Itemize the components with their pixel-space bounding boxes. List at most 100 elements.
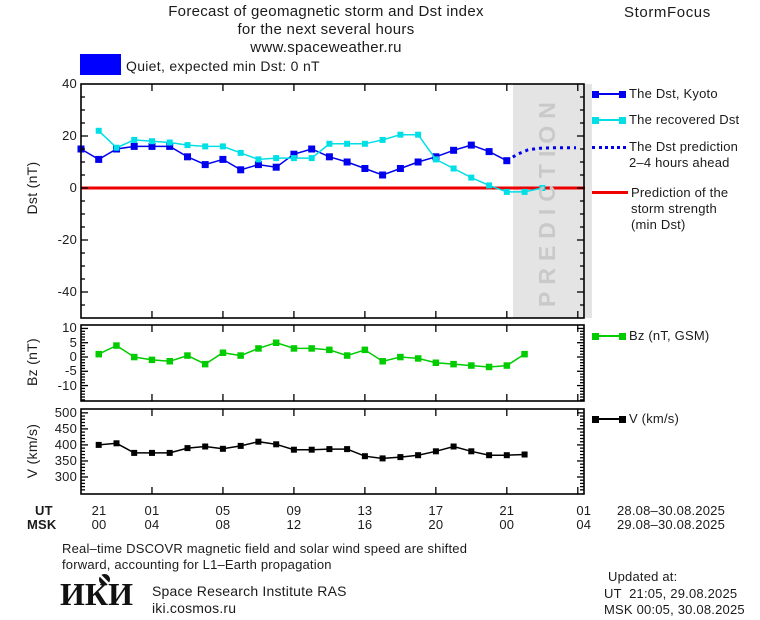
bz_gsm-marker — [485, 363, 493, 371]
dst_kyoto-marker — [361, 165, 369, 172]
v-frame — [80, 408, 585, 495]
bz_gsm-marker — [272, 339, 280, 346]
solar_wind_v-marker — [237, 442, 244, 449]
recovered_dst-marker — [539, 185, 546, 191]
recovered_dst-marker — [308, 155, 315, 162]
iki-leaf-icon — [99, 574, 111, 585]
recovered_dst-marker — [113, 144, 120, 151]
recovered_dst-marker — [450, 165, 457, 172]
dst_kyoto-marker — [166, 142, 174, 150]
xtick-ut-13: 13 — [357, 503, 373, 518]
recovered_dst-marker — [202, 143, 209, 150]
xtick-msk-04: 04 — [576, 517, 592, 532]
dst-axis-title: Dst (nT) — [24, 161, 40, 215]
recovered_dst-marker — [432, 156, 439, 163]
series-recovered_dst — [98, 130, 543, 193]
solar_wind_v-marker — [273, 441, 280, 448]
dst-ytick-20: 20 — [62, 128, 77, 143]
bz-ytick--5: -5 — [65, 363, 77, 379]
dst_kyoto-marker — [201, 161, 209, 169]
recovered_dst-marker — [468, 174, 475, 181]
dst_kyoto-marker — [254, 161, 262, 169]
legend-dst-kyoto: The Dst, Kyoto — [592, 86, 760, 102]
v-chart — [80, 408, 585, 495]
dst-kyoto-line-sample — [592, 86, 626, 102]
legend-bz: Bz (nT, GSM) — [592, 328, 760, 344]
recovered_dst-marker — [344, 140, 351, 147]
dst_kyoto-marker — [130, 142, 138, 150]
solar_wind_v-marker — [219, 445, 226, 452]
bz_gsm-marker — [166, 358, 173, 365]
title-line-1: Forecast of geomagnetic storm and Dst in… — [168, 3, 484, 20]
xtick-msk-04: 04 — [144, 517, 160, 532]
legend-recovered-dst-label: The recovered Dst — [629, 112, 740, 127]
bz-ytick--10: -10 — [57, 377, 77, 393]
bz_gsm-marker — [255, 345, 262, 352]
bz_gsm-marker — [219, 349, 227, 356]
recovered_dst-marker — [379, 136, 386, 143]
recovered_dst-marker — [184, 142, 191, 149]
bz_gsm-marker — [343, 352, 351, 359]
updated-msk: MSK 00:05, 30.08.2025 — [604, 602, 745, 617]
dst-ytick-40: 40 — [62, 76, 77, 91]
bz-ytick-10: 10 — [62, 320, 77, 336]
xtick-msk-12: 12 — [286, 517, 302, 532]
solar_wind_v-marker — [308, 446, 315, 453]
institute-site-url[interactable]: iki.cosmos.ru — [152, 600, 237, 616]
legend-storm-strength-label: Prediction of the storm strength (min Ds… — [631, 185, 729, 232]
msk-axis-label: MSK — [27, 517, 57, 532]
bz_gsm-marker — [397, 353, 404, 361]
iki-logo-letter: К — [84, 576, 109, 612]
v-axis-title: V (km/s) — [24, 423, 40, 479]
solar_wind_v-marker — [202, 443, 209, 450]
recovered_dst-marker — [273, 155, 280, 162]
bz_gsm-marker — [450, 360, 457, 368]
bz_gsm-marker — [308, 345, 315, 352]
v-line-sample — [592, 411, 626, 427]
v-ytick-500: 500 — [54, 404, 77, 420]
bz_gsm-marker — [290, 345, 298, 352]
xtick-msk-08: 08 — [215, 517, 231, 532]
dst_kyoto-marker — [308, 145, 316, 153]
recovered_dst-marker — [290, 155, 297, 162]
storm-strength-line-sample — [592, 191, 628, 194]
dst-prediction-dotted-sample — [592, 146, 626, 149]
dst_kyoto-marker — [219, 155, 227, 163]
recovered_dst-marker — [521, 188, 528, 195]
bz-chart — [80, 324, 585, 402]
dst-ytick-0: 0 — [69, 180, 77, 195]
dst_kyoto-marker — [343, 158, 351, 166]
legend-dst-kyoto-label: The Dst, Kyoto — [629, 86, 718, 101]
bz-ytick-5: 5 — [69, 334, 77, 350]
iki-logo: ИК И — [60, 574, 133, 612]
xtick-msk-00: 00 — [91, 517, 107, 532]
site-url[interactable]: www.spaceweather.ru — [250, 39, 402, 56]
xtick-ut-21: 21 — [91, 503, 107, 518]
xtick-ut-21: 21 — [499, 503, 515, 518]
xtick-msk-20: 20 — [428, 517, 444, 532]
legend-dst-prediction: The Dst prediction 2–4 hours ahead — [592, 139, 760, 171]
bz_gsm-marker — [95, 350, 102, 358]
dst_kyoto-marker — [184, 153, 191, 161]
brand-stormfocus: StormFocus — [624, 4, 711, 21]
bz_gsm-marker — [503, 362, 511, 369]
storm-level-swatch — [80, 54, 121, 75]
solar_wind_v-marker — [521, 451, 528, 458]
institute-name: Space Research Institute RAS — [152, 583, 347, 599]
bz_gsm-marker — [432, 359, 440, 366]
recovered_dst-marker — [503, 188, 510, 195]
storm-status-text: Quiet, expected min Dst: 0 nT — [126, 58, 320, 74]
series-dst_prediction — [506, 146, 576, 162]
iki-logo-k: К — [84, 574, 111, 612]
dst-chart — [77, 83, 592, 319]
recovered_dst-marker — [166, 139, 173, 146]
dst_kyoto-marker — [396, 165, 404, 172]
page-title: Forecast of geomagnetic storm and Dst in… — [85, 3, 567, 57]
recovered_dst-marker — [237, 149, 244, 156]
bz_gsm-marker — [148, 356, 156, 364]
ut-axis-label: UT — [35, 503, 53, 518]
recovered_dst-marker — [149, 138, 155, 145]
title-line-2: for the next several hours — [237, 21, 415, 38]
iki-logo-letter: И — [108, 576, 133, 612]
